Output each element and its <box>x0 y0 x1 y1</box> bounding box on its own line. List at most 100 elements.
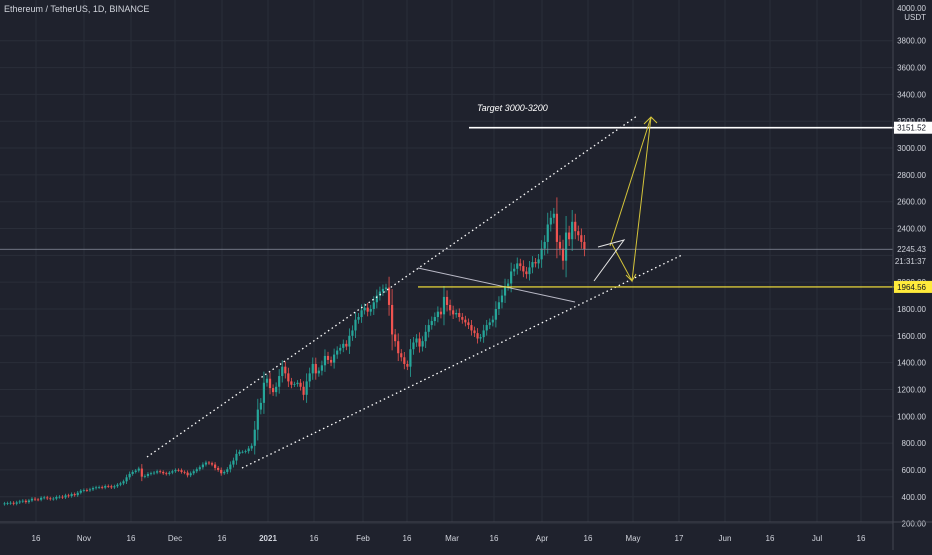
candle-body <box>220 469 223 474</box>
candle-body <box>561 248 565 261</box>
candle-body <box>314 363 317 374</box>
candle-body <box>244 451 247 452</box>
candle-body <box>503 286 507 296</box>
candle-body <box>482 330 485 338</box>
pattern-lines <box>593 239 626 282</box>
candle-body <box>455 313 458 315</box>
y-tick-label: 3600.00 <box>897 64 926 73</box>
candle-body <box>3 503 6 505</box>
candle-body <box>400 353 403 358</box>
candle-body <box>131 471 134 474</box>
countdown-label-bg <box>894 255 932 268</box>
candle-body <box>210 463 214 465</box>
candle-body <box>473 330 476 334</box>
candle-body <box>134 470 137 472</box>
candle-body <box>104 486 107 488</box>
candle-body <box>464 319 467 323</box>
candle-body <box>470 325 473 331</box>
candle-body <box>296 382 299 385</box>
candle-body <box>574 221 577 232</box>
candle-body <box>268 378 272 389</box>
candle-body <box>363 307 366 311</box>
candle-body <box>384 287 388 289</box>
countdown-label: 21:31:37 <box>895 257 927 266</box>
x-tick-label: May <box>625 534 640 543</box>
candle-body <box>168 472 171 474</box>
y-tick-label: 200.00 <box>902 520 927 529</box>
candle-body <box>375 295 378 303</box>
current-price-label-bg <box>894 243 932 256</box>
candle-body <box>113 486 116 488</box>
x-tick-label: Apr <box>536 534 549 543</box>
candle-body <box>241 451 244 453</box>
projection-arrowhead-up <box>643 116 658 125</box>
x-tick-label: 16 <box>310 534 319 543</box>
y-tick-label: 2800.00 <box>897 171 926 180</box>
candle-body <box>204 462 208 465</box>
candle-body <box>476 333 479 339</box>
candles-layer <box>3 197 586 506</box>
candle-body <box>467 322 470 326</box>
y-tick-label: 800.00 <box>902 439 927 448</box>
candle-body <box>333 354 336 363</box>
candle-body <box>293 384 296 385</box>
candle-body <box>101 487 104 488</box>
candle-body <box>357 317 360 320</box>
candle-body <box>12 502 15 504</box>
candle-body <box>497 302 501 309</box>
candle-body <box>564 232 568 261</box>
candle-body <box>494 308 497 320</box>
candle-body <box>52 498 55 500</box>
candle-body <box>479 337 482 339</box>
candle-body <box>73 494 76 496</box>
x-tick-label: 16 <box>584 534 593 543</box>
x-tick-label: Jun <box>719 534 732 543</box>
candle-body <box>223 471 226 474</box>
candle-body <box>213 464 217 468</box>
candle-body <box>149 473 153 475</box>
y-tick-label: 1400.00 <box>897 359 926 368</box>
candle-body <box>235 453 238 461</box>
candle-body <box>40 497 43 500</box>
candle-body <box>326 355 330 360</box>
candle-body <box>345 343 348 347</box>
x-tick-label: Mar <box>445 534 459 543</box>
candle-body <box>156 471 159 473</box>
candle-body <box>152 472 156 474</box>
candle-body <box>568 232 571 240</box>
candle-body <box>546 224 549 242</box>
candle-body <box>403 357 406 364</box>
x-tick-label: 16 <box>127 534 136 543</box>
candle-body <box>354 319 357 331</box>
price-scale-currency: 4000.00 USDT <box>897 4 926 22</box>
candle-body <box>320 365 324 371</box>
candle-body <box>189 473 192 476</box>
candle-body <box>299 382 302 387</box>
candle-body <box>531 262 534 268</box>
candle-body <box>394 334 397 342</box>
drawings-layer: Target 3000-3200 <box>0 103 932 469</box>
candle-body <box>27 500 31 503</box>
candle-body <box>430 321 433 326</box>
candle-body <box>323 355 327 366</box>
candle-body <box>33 498 37 500</box>
candle-body <box>88 489 92 491</box>
candle-body <box>308 373 311 382</box>
descending-trendline <box>417 267 576 303</box>
candle-body <box>415 338 418 343</box>
candle-body <box>226 469 229 472</box>
candle-body <box>491 319 494 323</box>
candle-body <box>519 263 522 267</box>
candle-body <box>21 500 24 502</box>
candle-body <box>369 308 372 312</box>
candle-body <box>43 497 46 499</box>
candle-body <box>24 500 27 503</box>
candle-body <box>46 497 49 499</box>
candle-body <box>406 363 409 367</box>
channel-lower-line <box>241 254 683 469</box>
y-tick-label: 2600.00 <box>897 198 926 207</box>
x-tick-label: 16 <box>403 534 412 543</box>
x-tick-label: Nov <box>77 534 91 543</box>
